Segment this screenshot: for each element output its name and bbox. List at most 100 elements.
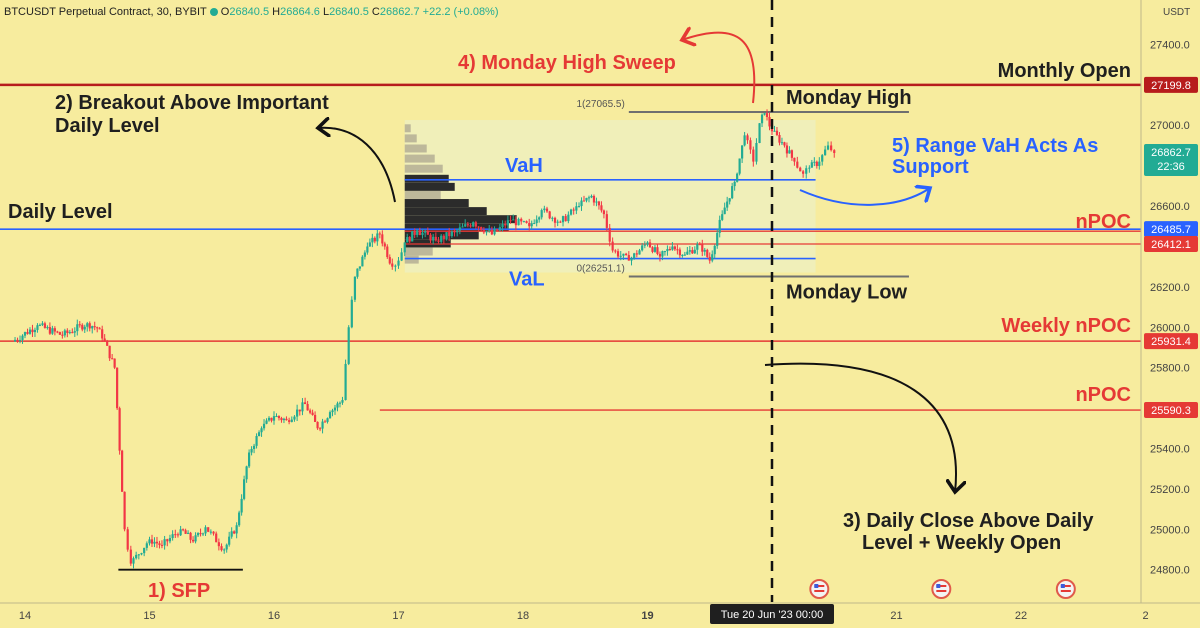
monthly-open-price-tag xyxy=(1144,76,1198,93)
candle-body xyxy=(145,543,148,548)
candle-body xyxy=(561,216,565,223)
candle-body xyxy=(763,113,766,115)
candle-body xyxy=(485,230,488,233)
candle-body xyxy=(775,130,779,136)
candle-body xyxy=(678,249,681,256)
candle-body xyxy=(341,399,344,403)
candle-body xyxy=(43,323,47,328)
candle-body xyxy=(48,327,51,334)
daily-level-label: Daily Level xyxy=(8,201,113,223)
annotation-breakout-line1: 2) Breakout Above Important xyxy=(55,92,329,114)
candle-body xyxy=(458,227,461,231)
candle-body xyxy=(543,208,546,211)
us-flag-event-icon[interactable] xyxy=(931,579,952,599)
candle-body xyxy=(528,222,531,227)
candle-body xyxy=(525,221,528,223)
candle-body xyxy=(651,247,654,252)
candle-body xyxy=(326,418,329,422)
candle-body xyxy=(212,531,215,534)
candle-body xyxy=(220,546,223,551)
candle-body xyxy=(493,229,496,235)
candle-body xyxy=(653,247,657,252)
candle-body xyxy=(630,258,633,261)
candle-body xyxy=(179,529,182,536)
candle-body xyxy=(676,249,679,251)
candle-body xyxy=(575,206,578,211)
us-flag-canton xyxy=(814,584,819,588)
candle-body xyxy=(290,419,293,422)
candle-body xyxy=(23,332,27,336)
candle-body xyxy=(572,209,575,211)
candle-body xyxy=(176,534,180,536)
candle-body xyxy=(257,432,261,437)
breakout-arrow xyxy=(318,128,396,203)
candle-body xyxy=(796,161,799,168)
candle-body xyxy=(140,553,143,555)
candle-body xyxy=(186,532,190,534)
symbol-title[interactable]: BTCUSDT Perpetual Contract, 30, BYBIT xyxy=(4,6,207,18)
candle-body xyxy=(148,539,151,544)
candle-body xyxy=(168,538,172,542)
volume-profile-bar xyxy=(404,182,455,191)
candle-body xyxy=(103,338,106,341)
price-tick-label: 25000.0 xyxy=(1150,524,1190,536)
candle-body xyxy=(808,167,811,169)
candle-body xyxy=(671,246,674,250)
crosshair-time-tag xyxy=(710,604,834,624)
close-value: 26862.7 xyxy=(379,6,420,18)
candle-body xyxy=(587,197,591,199)
candle-body xyxy=(556,221,559,223)
candle-body xyxy=(738,158,741,174)
candle-body xyxy=(78,324,81,326)
candle-body xyxy=(28,329,32,334)
candle-body xyxy=(201,533,205,535)
vah-label: VaH xyxy=(505,155,543,177)
candle-body xyxy=(361,256,364,267)
close-label: C xyxy=(371,6,380,18)
candle-body xyxy=(137,554,140,556)
candle-body xyxy=(111,358,114,360)
candle-body xyxy=(171,534,174,539)
candle-body xyxy=(643,244,646,246)
candle-body xyxy=(602,210,606,215)
candle-body xyxy=(595,201,598,203)
candle-body xyxy=(189,532,192,540)
us-flag-stripe xyxy=(814,590,825,592)
candle-body xyxy=(799,167,802,172)
candle-body xyxy=(88,323,91,329)
us-flag-event-icon[interactable] xyxy=(809,579,830,599)
candle-body xyxy=(93,326,96,328)
candle-body xyxy=(129,549,132,564)
open-label: O xyxy=(220,6,230,18)
candle-body xyxy=(321,421,324,429)
last-price-countdown: 22:36 xyxy=(1157,161,1185,173)
candle-body xyxy=(793,157,796,162)
candle-body xyxy=(758,123,761,144)
candle-body xyxy=(778,135,781,143)
candle-body xyxy=(540,210,543,218)
range-high-label: 1(27065.5) xyxy=(576,99,624,110)
candle-body xyxy=(646,242,649,245)
candle-body xyxy=(243,479,246,499)
candle-body xyxy=(424,230,427,233)
candle-body xyxy=(442,235,445,239)
annotation-vah-support-line1: 5) Range VaH Acts As xyxy=(892,135,1098,157)
candle-body xyxy=(713,245,716,255)
candle-body xyxy=(592,195,596,203)
candle-body xyxy=(265,420,268,424)
us-flag-event-icon[interactable] xyxy=(1055,579,1076,599)
candle-body xyxy=(706,249,709,257)
high-value: 26864.6 xyxy=(280,6,320,18)
candle-body xyxy=(336,403,339,408)
candle-body xyxy=(121,450,124,492)
volume-profile-bar xyxy=(404,199,469,208)
monday-range-box xyxy=(404,120,816,273)
candle-body xyxy=(638,250,641,255)
monday-high-label: Monday High xyxy=(786,87,912,109)
low-value: 26840.5 xyxy=(329,6,369,18)
candle-body xyxy=(658,253,662,257)
candle-body xyxy=(760,114,764,124)
candle-body xyxy=(408,237,411,242)
candle-body xyxy=(163,539,166,546)
